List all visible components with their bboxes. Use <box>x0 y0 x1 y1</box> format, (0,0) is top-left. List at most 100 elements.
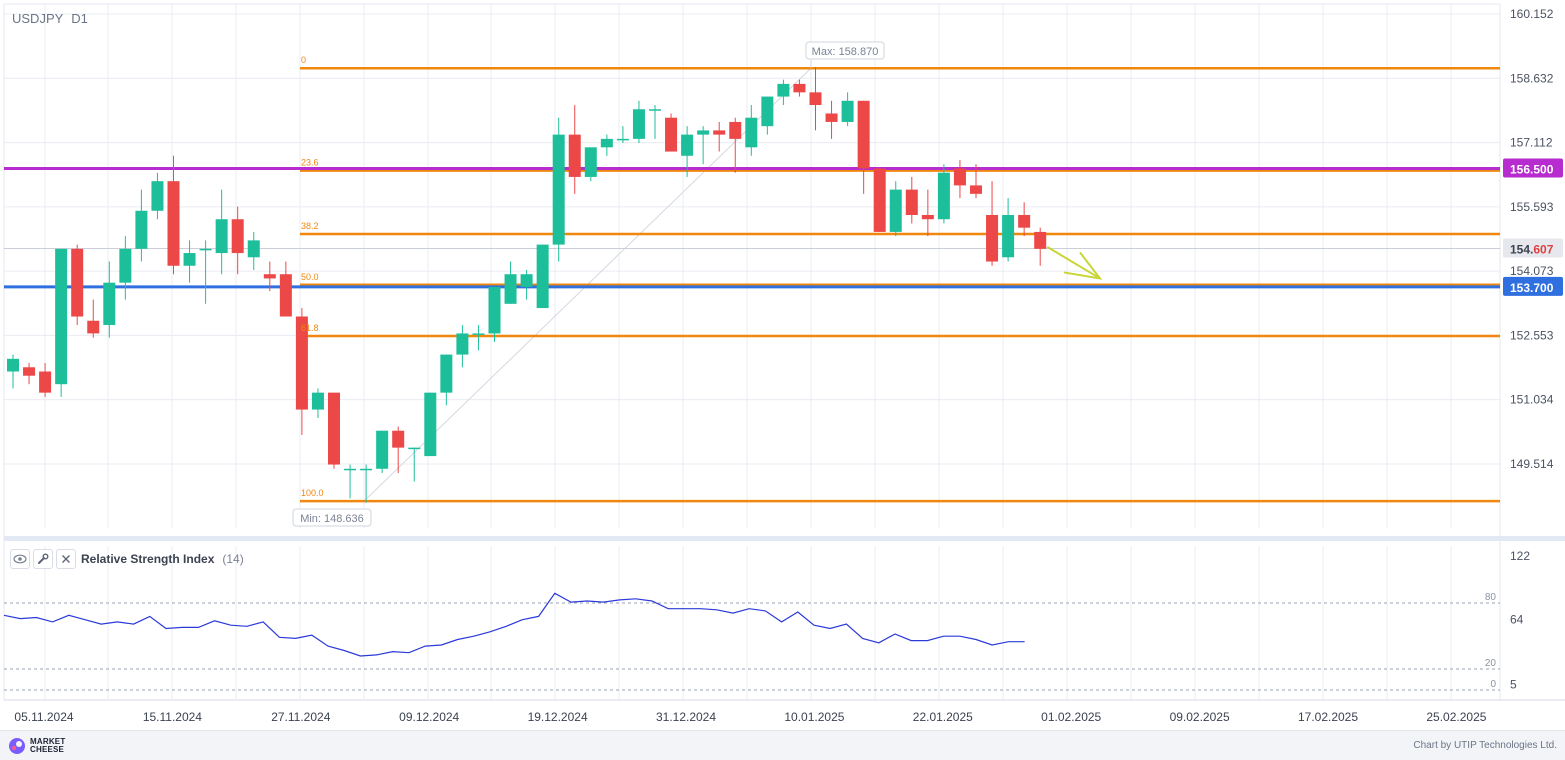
fib-level-label: 38.2 <box>301 221 319 231</box>
candle-body[interactable] <box>424 392 437 457</box>
candle-body[interactable] <box>183 253 196 266</box>
candle-body[interactable] <box>199 248 212 251</box>
candle-body[interactable] <box>456 333 469 355</box>
candle-body[interactable] <box>921 214 934 220</box>
candle-body[interactable] <box>279 274 292 317</box>
candle-body[interactable] <box>87 320 100 334</box>
rsi-level-label: 0 <box>1490 679 1496 690</box>
candle-body[interactable] <box>55 248 68 385</box>
candle-body[interactable] <box>408 447 421 450</box>
price-tick-label: 149.514 <box>1510 457 1554 471</box>
timeframe-label: D1 <box>71 11 88 26</box>
candle-body[interactable] <box>536 244 549 309</box>
close-icon[interactable] <box>56 549 76 569</box>
candle-body[interactable] <box>392 430 405 448</box>
candle-body[interactable] <box>23 367 36 376</box>
rsi-level-label: 80 <box>1485 592 1497 603</box>
candle-body[interactable] <box>135 210 148 249</box>
candle-body[interactable] <box>440 354 453 393</box>
date-tick-label: 09.02.2025 <box>1170 710 1230 724</box>
candle-body[interactable] <box>873 168 886 232</box>
candle-body[interactable] <box>986 214 999 262</box>
candle-body[interactable] <box>376 430 389 469</box>
price-tick-label: 152.553 <box>1510 328 1554 342</box>
candle-body[interactable] <box>937 172 950 220</box>
candle-body[interactable] <box>247 240 260 258</box>
candle-body[interactable] <box>697 130 710 135</box>
candle-body[interactable] <box>1018 214 1031 228</box>
price-tick-label: 155.593 <box>1510 200 1554 214</box>
symbol-name: USDJPY <box>12 11 64 26</box>
price-tick-label: 154.073 <box>1510 264 1554 278</box>
candle-body[interactable] <box>665 117 678 152</box>
date-tick-label: 22.01.2025 <box>913 710 973 724</box>
candle-body[interactable] <box>344 468 357 471</box>
pane-separator[interactable] <box>4 536 1565 541</box>
price-chart[interactable]: 80 20 0 160.152 158.632 157.112 155.593 154.073… <box>0 0 1565 730</box>
candle-body[interactable] <box>151 181 164 211</box>
candle-body[interactable] <box>1034 231 1047 249</box>
fib-level-label: 100.0 <box>301 488 324 498</box>
date-tick-label: 17.02.2025 <box>1298 710 1358 724</box>
market-cheese-logo[interactable]: MARKET CHEESE <box>8 737 65 755</box>
candle-body[interactable] <box>39 371 52 393</box>
eye-icon[interactable] <box>10 549 30 569</box>
candle-body[interactable] <box>857 100 870 169</box>
candle-body[interactable] <box>889 189 902 232</box>
candle-body[interactable] <box>263 274 276 279</box>
fib-level-label: 23.6 <box>301 158 319 168</box>
candle-body[interactable] <box>953 168 966 186</box>
candle-body[interactable] <box>600 138 613 148</box>
candle-body[interactable] <box>809 92 822 106</box>
rsi-tick-label: 5 <box>1510 678 1517 692</box>
candle-body[interactable] <box>215 219 228 254</box>
candle-body[interactable] <box>745 117 758 148</box>
candle-body[interactable] <box>7 358 19 372</box>
candle-body[interactable] <box>504 274 517 304</box>
credit-text: Chart by UTIP Technologies Ltd. <box>1413 740 1557 751</box>
candle-body[interactable] <box>360 468 373 471</box>
candle-body[interactable] <box>119 248 132 283</box>
candle-body[interactable] <box>761 96 774 127</box>
candle-body[interactable] <box>520 274 533 287</box>
rsi-tick-label: 64 <box>1510 613 1524 627</box>
candle-body[interactable] <box>649 109 661 111</box>
price-tick-label: 151.034 <box>1510 393 1554 407</box>
current-price-tag-bg <box>1503 238 1563 258</box>
candle-body[interactable] <box>311 392 324 410</box>
candle-body[interactable] <box>616 138 629 141</box>
candle-body[interactable] <box>103 282 116 325</box>
fib-level-label: 61.8 <box>301 323 319 333</box>
candle-body[interactable] <box>1002 214 1015 258</box>
wrench-icon[interactable] <box>33 549 53 569</box>
candle-body[interactable] <box>552 134 565 245</box>
candle-body[interactable] <box>167 181 180 266</box>
candle-body[interactable] <box>328 392 340 465</box>
candle-body[interactable] <box>970 185 982 194</box>
candle-body[interactable] <box>568 134 581 177</box>
candle-body[interactable] <box>729 121 742 139</box>
date-tick-label: 15.11.2024 <box>143 710 202 724</box>
candle-body[interactable] <box>793 83 806 93</box>
candle-body[interactable] <box>472 333 485 335</box>
candle-body[interactable] <box>584 147 597 177</box>
date-tick-label: 01.02.2025 <box>1041 710 1101 724</box>
candle-body[interactable] <box>681 134 694 156</box>
candle-body[interactable] <box>231 219 244 254</box>
candle-body[interactable] <box>825 113 838 122</box>
candle-body[interactable] <box>295 316 308 410</box>
candle-body[interactable] <box>488 286 501 334</box>
max-price-label: Max: 158.870 <box>812 46 879 58</box>
candle-body[interactable] <box>71 248 84 317</box>
candle-body[interactable] <box>713 130 726 135</box>
symbol-label: USDJPY D1 <box>12 11 88 26</box>
candle-body[interactable] <box>777 83 790 97</box>
candle-body[interactable] <box>632 109 645 139</box>
date-tick-label: 19.12.2024 <box>528 710 588 724</box>
rsi-line[interactable] <box>3 592 1025 657</box>
candle-body[interactable] <box>841 100 854 122</box>
fib-level-label: 0 <box>301 55 306 65</box>
candle-body[interactable] <box>905 189 918 215</box>
logo-text: MARKET CHEESE <box>30 737 66 754</box>
